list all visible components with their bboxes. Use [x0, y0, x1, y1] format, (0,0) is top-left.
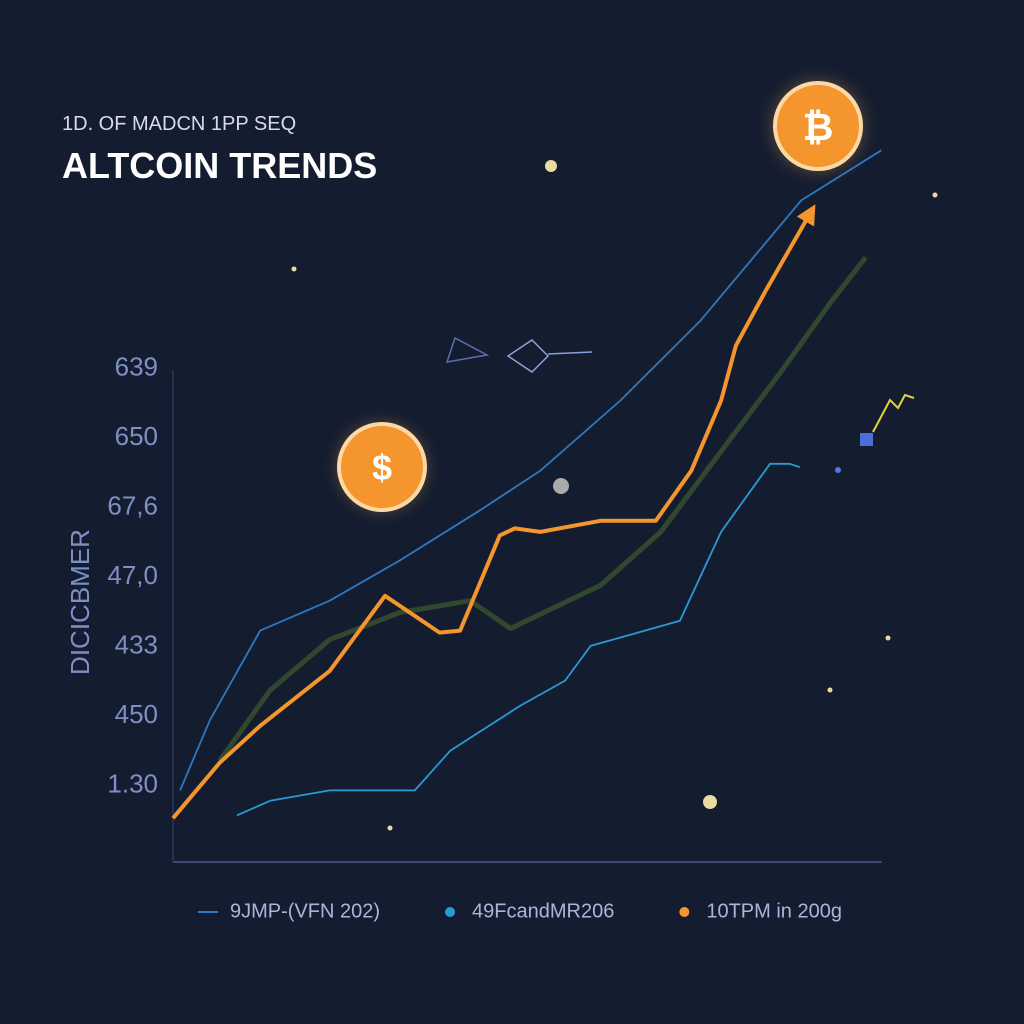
y-tick-label: 433	[115, 629, 158, 659]
y-tick-label: 47,0	[107, 560, 158, 590]
subtitle: 1D. OF MADCN 1PP SEQ	[62, 113, 296, 135]
legend-swatch	[445, 907, 456, 917]
svg-text:₿: ₿	[803, 107, 834, 149]
series-line	[171, 204, 816, 820]
legend-label: 9JMP-(VFN 202)	[230, 900, 380, 922]
y-tick-label: 639	[115, 351, 158, 381]
series-line	[179, 149, 882, 791]
legend-label: 49FcandMR206	[472, 900, 614, 922]
chart-title: ALTCOIN TRENDS	[62, 145, 377, 186]
decor	[291, 160, 938, 831]
y-tick-label: 1.30	[107, 768, 158, 798]
y-tick-label: 650	[115, 421, 158, 451]
series-line	[236, 462, 801, 817]
coin-dollar: $	[322, 407, 442, 527]
y-tick-label: 67,6	[107, 490, 158, 520]
y-tick-label: 450	[115, 699, 158, 729]
y-axis-label: DICICBMER	[65, 529, 95, 675]
series-line	[217, 255, 868, 762]
legend-label: 10TPM in 200g	[706, 900, 842, 922]
svg-text:$: $	[372, 447, 392, 488]
legend-swatch	[679, 907, 690, 917]
coin-bitcoin: ₿	[756, 64, 880, 188]
